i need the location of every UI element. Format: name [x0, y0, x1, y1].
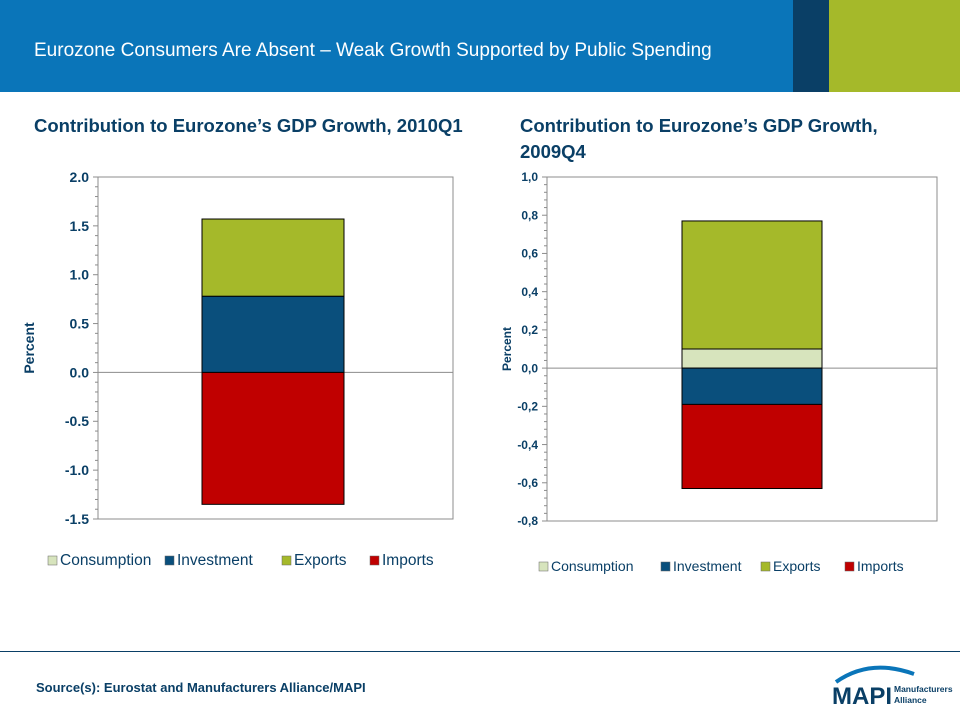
- legend-swatch-imports: [369, 555, 380, 566]
- header-stripe-dark: [793, 0, 829, 92]
- legend-swatch-exports: [281, 555, 292, 566]
- slide-title: Eurozone Consumers Are Absent – Weak Gro…: [34, 40, 712, 61]
- mapi-logo: MAPI Manufacturers Alliance: [832, 665, 953, 710]
- source-note: Source(s): Eurostat and Manufacturers Al…: [36, 680, 366, 695]
- y-tick-label: -1.0: [65, 462, 89, 478]
- legend-label-investment: Investment: [177, 552, 254, 569]
- legend-label-imports: Imports: [857, 558, 904, 574]
- y-tick-label: 0,6: [521, 247, 538, 261]
- header-stripe-green: [829, 0, 960, 92]
- chart-2009q4: 1,0 0,8 0,6 0,4 0,2 0,0 -0,2 -0,4 -0,6 -0,8 Percen…: [500, 170, 938, 574]
- logo-subtext-1: Manufacturers: [894, 684, 953, 694]
- y-tick-label: -0,4: [517, 438, 538, 452]
- y-axis-title: Percent: [21, 322, 37, 374]
- y-tick-label: -1.5: [65, 511, 89, 527]
- bar-segment-exports: [681, 220, 823, 350]
- bar-segment-investment: [201, 295, 345, 373]
- legend-swatch-consumption: [538, 561, 549, 572]
- logo-subtext-2: Alliance: [894, 695, 927, 705]
- legend-swatch-exports: [760, 561, 771, 572]
- legend-swatch-imports: [844, 561, 855, 572]
- bar-segment-exports: [201, 218, 345, 297]
- y-tick-label: 1.5: [70, 218, 90, 234]
- y-tick-label: -0,2: [517, 400, 538, 414]
- y-tick-label: 0,4: [521, 285, 538, 299]
- y-tick-label: 0,8: [521, 208, 538, 222]
- y-tick-label: 0.5: [70, 315, 90, 331]
- footer-divider: [0, 651, 960, 652]
- y-tick-label: 0,2: [521, 323, 538, 337]
- header-bar: Eurozone Consumers Are Absent – Weak Gro…: [0, 0, 960, 92]
- y-tick-label: -0.5: [65, 413, 89, 429]
- logo-text: MAPI: [832, 683, 892, 710]
- y-tick-label: 0,0: [521, 361, 538, 375]
- legend-label-exports: Exports: [294, 552, 347, 569]
- legend-swatch-investment: [164, 555, 175, 566]
- chart-2010q1: 2.0 1.5 1.0 0.5 0.0 -0.5 -1.0 -1.5 Percent Consum…: [21, 169, 454, 569]
- y-axis-title: Percent: [500, 327, 514, 371]
- chart-title-2009q4: Contribution to Eurozone’s GDP Growth, 2…: [520, 115, 878, 162]
- bar-segment-investment: [681, 367, 823, 405]
- bar-segment-imports: [201, 371, 345, 505]
- legend-label-investment: Investment: [673, 558, 742, 574]
- y-tick-label: 0.0: [70, 364, 90, 380]
- y-tick-label: -0,8: [517, 514, 538, 528]
- y-tick-label: 1,0: [521, 170, 538, 184]
- legend-label-consumption: Consumption: [60, 552, 151, 569]
- y-tick-label: 1.0: [70, 267, 90, 283]
- legend-swatch-investment: [660, 561, 671, 572]
- bar-segment-imports: [681, 403, 823, 490]
- y-tick-label: -0,6: [517, 476, 538, 490]
- legend-label-imports: Imports: [382, 552, 434, 569]
- bar-segment-consumption: [681, 348, 823, 369]
- legend-swatch-consumption: [47, 555, 58, 566]
- chart-title-2010q1: Contribution to Eurozone’s GDP Growth, 2…: [34, 115, 463, 136]
- legend-label-consumption: Consumption: [551, 558, 634, 574]
- y-tick-label: 2.0: [70, 169, 90, 185]
- legend-label-exports: Exports: [773, 558, 820, 574]
